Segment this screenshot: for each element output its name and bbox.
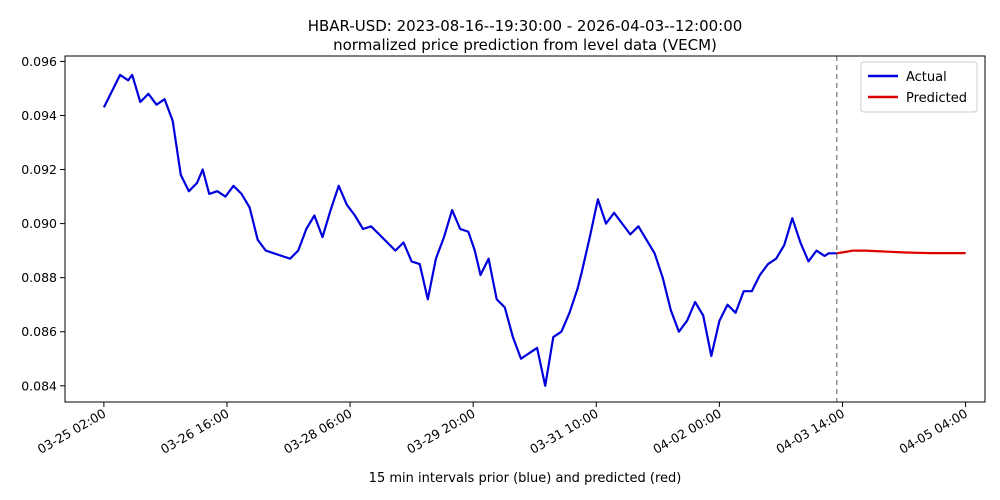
y-tick-label: 0.092 — [21, 162, 57, 177]
y-tick-label: 0.084 — [21, 378, 57, 393]
y-tick-label: 0.090 — [21, 216, 57, 231]
x-axis-label: 15 min intervals prior (blue) and predic… — [369, 471, 682, 486]
x-tick-label: 03-28 06:00 — [281, 406, 355, 457]
y-tick-label: 0.086 — [21, 324, 57, 339]
x-axis: 03-25 02:00 03-26 16:00 03-28 06:00 03-29 2… — [35, 402, 970, 457]
plot-area — [65, 56, 985, 402]
x-tick-label: 03-31 10:00 — [527, 406, 601, 457]
y-tick-label: 0.096 — [21, 54, 57, 69]
y-axis: 0.084 0.086 0.088 0.090 0.092 0.094 0.096 — [21, 54, 65, 393]
legend-actual-label: Actual — [906, 70, 947, 85]
x-tick-label: 03-25 02:00 — [35, 406, 109, 457]
chart-title: HBAR-USD: 2023-08-16--19:30:00 - 2026-04… — [308, 17, 743, 35]
actual-series-line — [102, 73, 837, 387]
legend: Actual Predicted — [860, 61, 978, 113]
legend-box — [860, 61, 978, 113]
y-tick-label: 0.094 — [21, 108, 57, 123]
plot-frame — [64, 55, 986, 403]
x-tick-label: 04-05 04:00 — [896, 406, 970, 457]
chart-subtitle: normalized price prediction from level d… — [333, 36, 717, 54]
x-tick-label: 03-29 20:00 — [404, 406, 478, 457]
x-tick-label: 04-02 00:00 — [650, 406, 724, 457]
predicted-series-line — [836, 249, 966, 255]
y-tick-label: 0.088 — [21, 270, 57, 285]
x-tick-label: 03-26 16:00 — [158, 406, 232, 457]
x-tick-label: 04-03 14:00 — [773, 406, 847, 457]
legend-predicted-label: Predicted — [906, 91, 967, 106]
